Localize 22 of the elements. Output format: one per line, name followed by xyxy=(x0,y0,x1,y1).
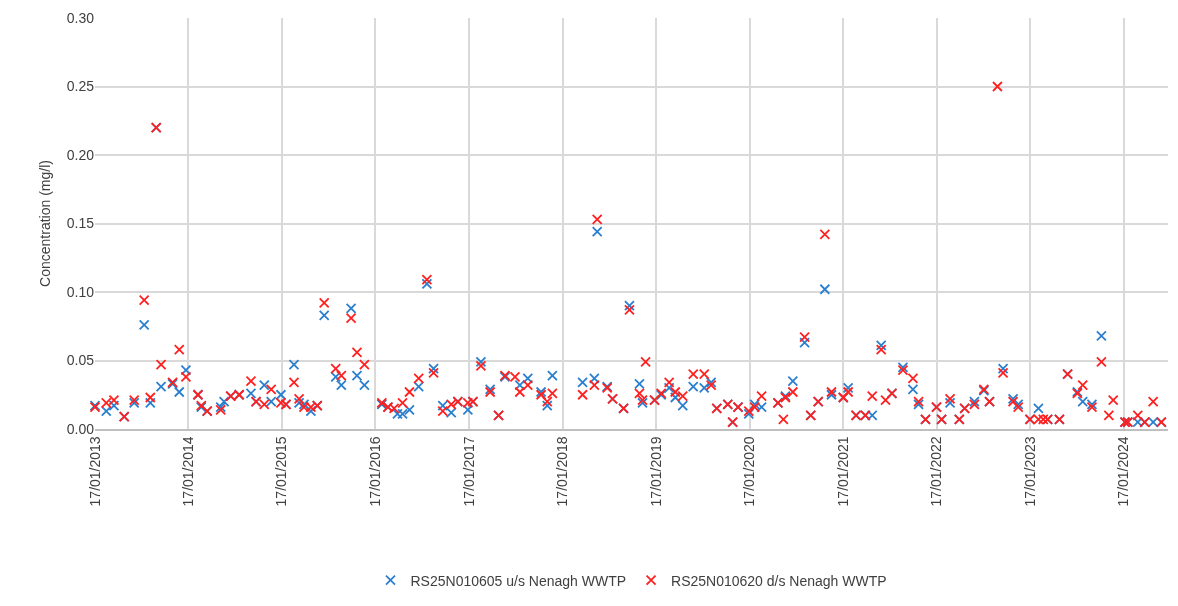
x-tick-label: 17/01/2021 xyxy=(834,436,851,507)
x-tick-label: 17/01/2018 xyxy=(554,436,571,507)
x-tick-label: 17/01/2023 xyxy=(1021,436,1038,507)
legend-label: RS25N010605 u/s Nenagh WWTP xyxy=(410,572,627,589)
x-tick-label: 17/01/2020 xyxy=(741,436,758,507)
x-tick-label: 17/01/2013 xyxy=(86,436,103,507)
y-tick-label: 0.25 xyxy=(66,78,95,95)
y-tick-label: 0.15 xyxy=(66,215,95,232)
y-tick-label: 0.05 xyxy=(66,352,95,369)
legend-label: RS25N010620 d/s Nenagh WWTP xyxy=(671,572,887,589)
x-tick-label: 17/01/2016 xyxy=(366,436,383,507)
y-tick-label: 0.20 xyxy=(66,146,95,163)
y-tick-label: 0.10 xyxy=(66,283,95,300)
x-tick-label: 17/01/2024 xyxy=(1115,436,1132,507)
x-tick-label: 17/01/2014 xyxy=(180,436,197,507)
x-tick-label: 17/01/2022 xyxy=(928,436,945,507)
y-tick-label: 0.00 xyxy=(66,420,95,437)
x-tick-label: 17/01/2017 xyxy=(460,436,477,507)
x-tick-label: 17/01/2019 xyxy=(647,436,664,507)
y-tick-label: 0.30 xyxy=(66,9,95,26)
x-tick-label: 17/01/2015 xyxy=(273,436,290,507)
y-axis-title: Concentration (mg/l) xyxy=(37,160,54,287)
